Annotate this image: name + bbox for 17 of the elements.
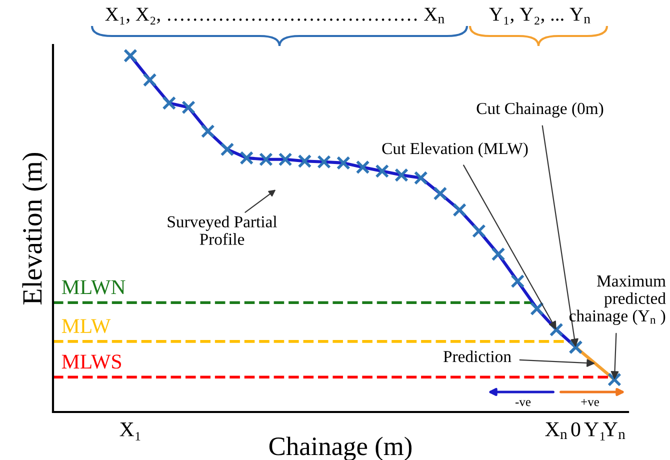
ref-line-label: MLW <box>62 319 111 334</box>
ref-line-label: MLWS <box>62 354 122 369</box>
x-tick-label: X₁ <box>120 422 140 440</box>
ref-line-label: MLWN <box>62 280 126 294</box>
annotation: Cut Elevation (MLW) <box>382 142 528 158</box>
x-tick-label: 0 <box>571 422 580 436</box>
text: Y₁, Y₂, ... Y$_{n}$ <box>489 8 590 25</box>
x-tick-label: Y$_{n}$ <box>603 422 626 439</box>
annotation: Surveyed Partial Profile <box>168 216 277 245</box>
annotation: Cut Chainage (0m) <box>476 102 604 118</box>
annotation: Prediction <box>443 350 512 362</box>
y-axis-title: Elevation (m) <box>22 152 48 304</box>
annotation: -ve <box>515 400 531 406</box>
text: X₁, X₂, ………………………………… X$_{n}$ <box>105 8 444 25</box>
x-tick-label: X$_{n}$ <box>545 422 568 439</box>
x-tick-label: Y₁ <box>584 422 605 440</box>
annotation: +ve <box>581 398 599 406</box>
